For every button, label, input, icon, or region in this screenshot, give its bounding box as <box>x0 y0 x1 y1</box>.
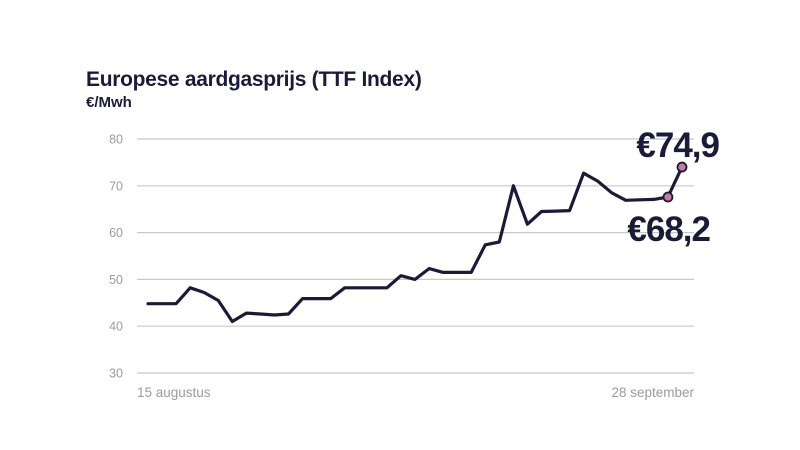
callout-latest-price: €74,9 <box>636 126 719 165</box>
x-label-start: 15 augustus <box>137 385 211 400</box>
end-markers <box>662 161 688 203</box>
y-axis-ticks: 30 40 50 60 70 80 <box>109 133 123 381</box>
y-tick-label: 40 <box>109 320 123 334</box>
y-tick-label: 60 <box>109 226 123 240</box>
chart-title: Europese aardgasprijs (TTF Index) <box>86 68 422 91</box>
chart-unit: €/Mwh <box>86 94 132 111</box>
y-tick-label: 30 <box>109 367 123 381</box>
callout-previous-price: €68,2 <box>627 210 710 249</box>
gridlines <box>137 138 694 374</box>
x-label-end: 28 september <box>611 385 694 400</box>
marker-latest <box>676 161 688 173</box>
y-tick-label: 70 <box>109 179 123 193</box>
y-tick-label: 80 <box>109 133 123 147</box>
y-tick-label: 50 <box>109 273 123 287</box>
series-line <box>146 165 684 324</box>
x-axis-labels: 15 augustus 28 september <box>137 385 694 400</box>
marker-previous <box>662 191 674 203</box>
